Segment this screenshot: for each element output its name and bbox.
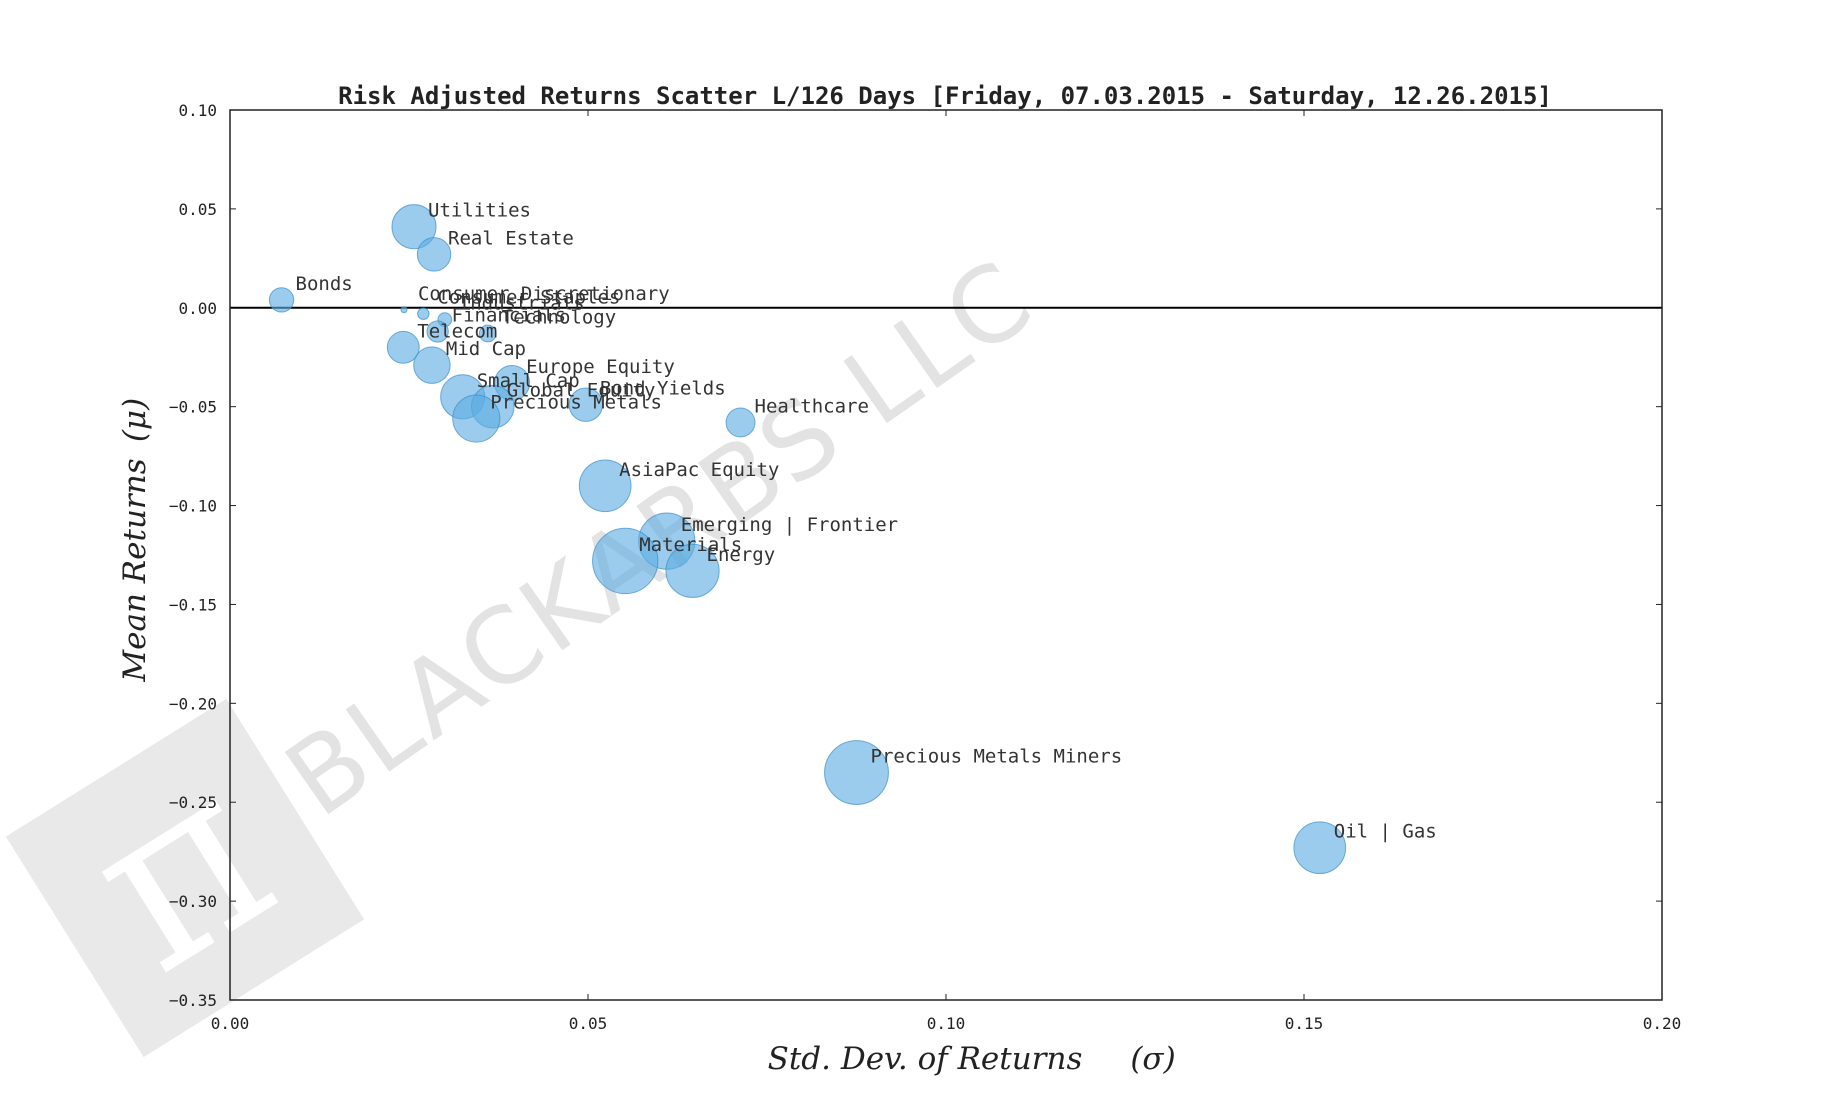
data-point xyxy=(426,320,449,343)
data-point-label: Europe Equity xyxy=(526,356,675,378)
y-tick-label: 0.05 xyxy=(178,200,217,219)
data-point-label: Mid Cap xyxy=(446,338,526,360)
data-point-label: Utilities xyxy=(428,200,531,222)
data-point-label: Telecom xyxy=(417,320,497,342)
data-point xyxy=(386,330,420,364)
data-point-label: AsiaPac Equity xyxy=(619,459,779,481)
x-axis-label: Std. Dev. of Returns (σ) xyxy=(768,1041,1176,1077)
x-tick-label: 0.05 xyxy=(569,1014,608,1033)
data-point-label: Healthcare xyxy=(755,395,869,417)
data-point-label: Small Cap xyxy=(477,370,580,392)
data-point-label: Global Equity xyxy=(507,380,656,402)
data-point-label: Precious Metals Miners xyxy=(871,746,1123,768)
y-axis-label: Mean Returns (μ) xyxy=(117,398,153,683)
data-point xyxy=(725,407,756,438)
y-tick-label: 0.10 xyxy=(178,101,217,120)
data-point xyxy=(416,237,452,272)
data-point-label: Technology xyxy=(502,306,616,328)
data-point xyxy=(568,387,604,422)
x-tick-label: 0.00 xyxy=(211,1014,250,1033)
y-axis-label-symbol: (μ) xyxy=(117,398,153,442)
data-point xyxy=(665,543,720,598)
data-point-label: Financials xyxy=(452,305,566,327)
data-point xyxy=(824,740,889,805)
y-tick-label: −0.30 xyxy=(169,892,217,911)
data-point xyxy=(391,204,437,250)
point-labels: Utilities Real Estate Bonds Consumer Discre… xyxy=(296,200,1437,843)
x-axis-label-text: Std. Dev. of Returns xyxy=(768,1041,1083,1077)
data-point xyxy=(268,287,295,313)
plot-frame xyxy=(229,109,1663,1001)
data-point-label: Consumer Staples xyxy=(437,287,620,309)
y-tick-label: −0.35 xyxy=(169,991,217,1010)
data-point-label: Consumer Discretionary xyxy=(418,283,670,305)
data-point xyxy=(413,346,451,384)
y-tick-label: −0.05 xyxy=(169,398,217,417)
data-point xyxy=(478,324,497,343)
data-point-label: Precious Metals xyxy=(490,392,662,414)
x-tick-label: 0.15 xyxy=(1285,1014,1324,1033)
y-tick-label: 0.00 xyxy=(178,299,217,318)
data-point xyxy=(400,306,408,314)
y-axis-label-text: Mean Returns xyxy=(117,458,153,682)
chart-title: Risk Adjusted Returns Scatter L/126 Days… xyxy=(338,82,1552,110)
data-point-label: Materials xyxy=(639,534,742,556)
data-point xyxy=(452,394,501,443)
data-point-label: Industrials xyxy=(459,293,585,315)
data-point-label: Real Estate xyxy=(448,227,574,249)
data-point xyxy=(1293,821,1347,875)
data-point-label: Oil | Gas xyxy=(1334,821,1437,843)
data-point xyxy=(578,459,632,513)
y-tick-label: −0.10 xyxy=(169,497,217,516)
data-point-label: Emerging | Frontier xyxy=(681,514,898,536)
x-axis-label-symbol: (σ) xyxy=(1130,1041,1175,1077)
y-tick-label: −0.25 xyxy=(169,793,217,812)
data-point-label: Bonds xyxy=(296,273,353,295)
data-point-label: Energy xyxy=(707,544,776,566)
data-point xyxy=(417,307,430,320)
x-tick-label: 0.20 xyxy=(1643,1014,1682,1033)
y-tick-label: −0.15 xyxy=(169,595,217,614)
axis-ticks: 0.00 0.05 0.10 0.15 0.20 0.10 0.05 0.00 −0.05 −0.… xyxy=(169,101,1681,1033)
y-tick-label: −0.20 xyxy=(169,694,217,713)
data-point-label: Bond Yields xyxy=(600,378,726,400)
x-tick-label: 0.10 xyxy=(927,1014,966,1033)
data-points xyxy=(268,204,1347,875)
data-point xyxy=(592,527,659,595)
